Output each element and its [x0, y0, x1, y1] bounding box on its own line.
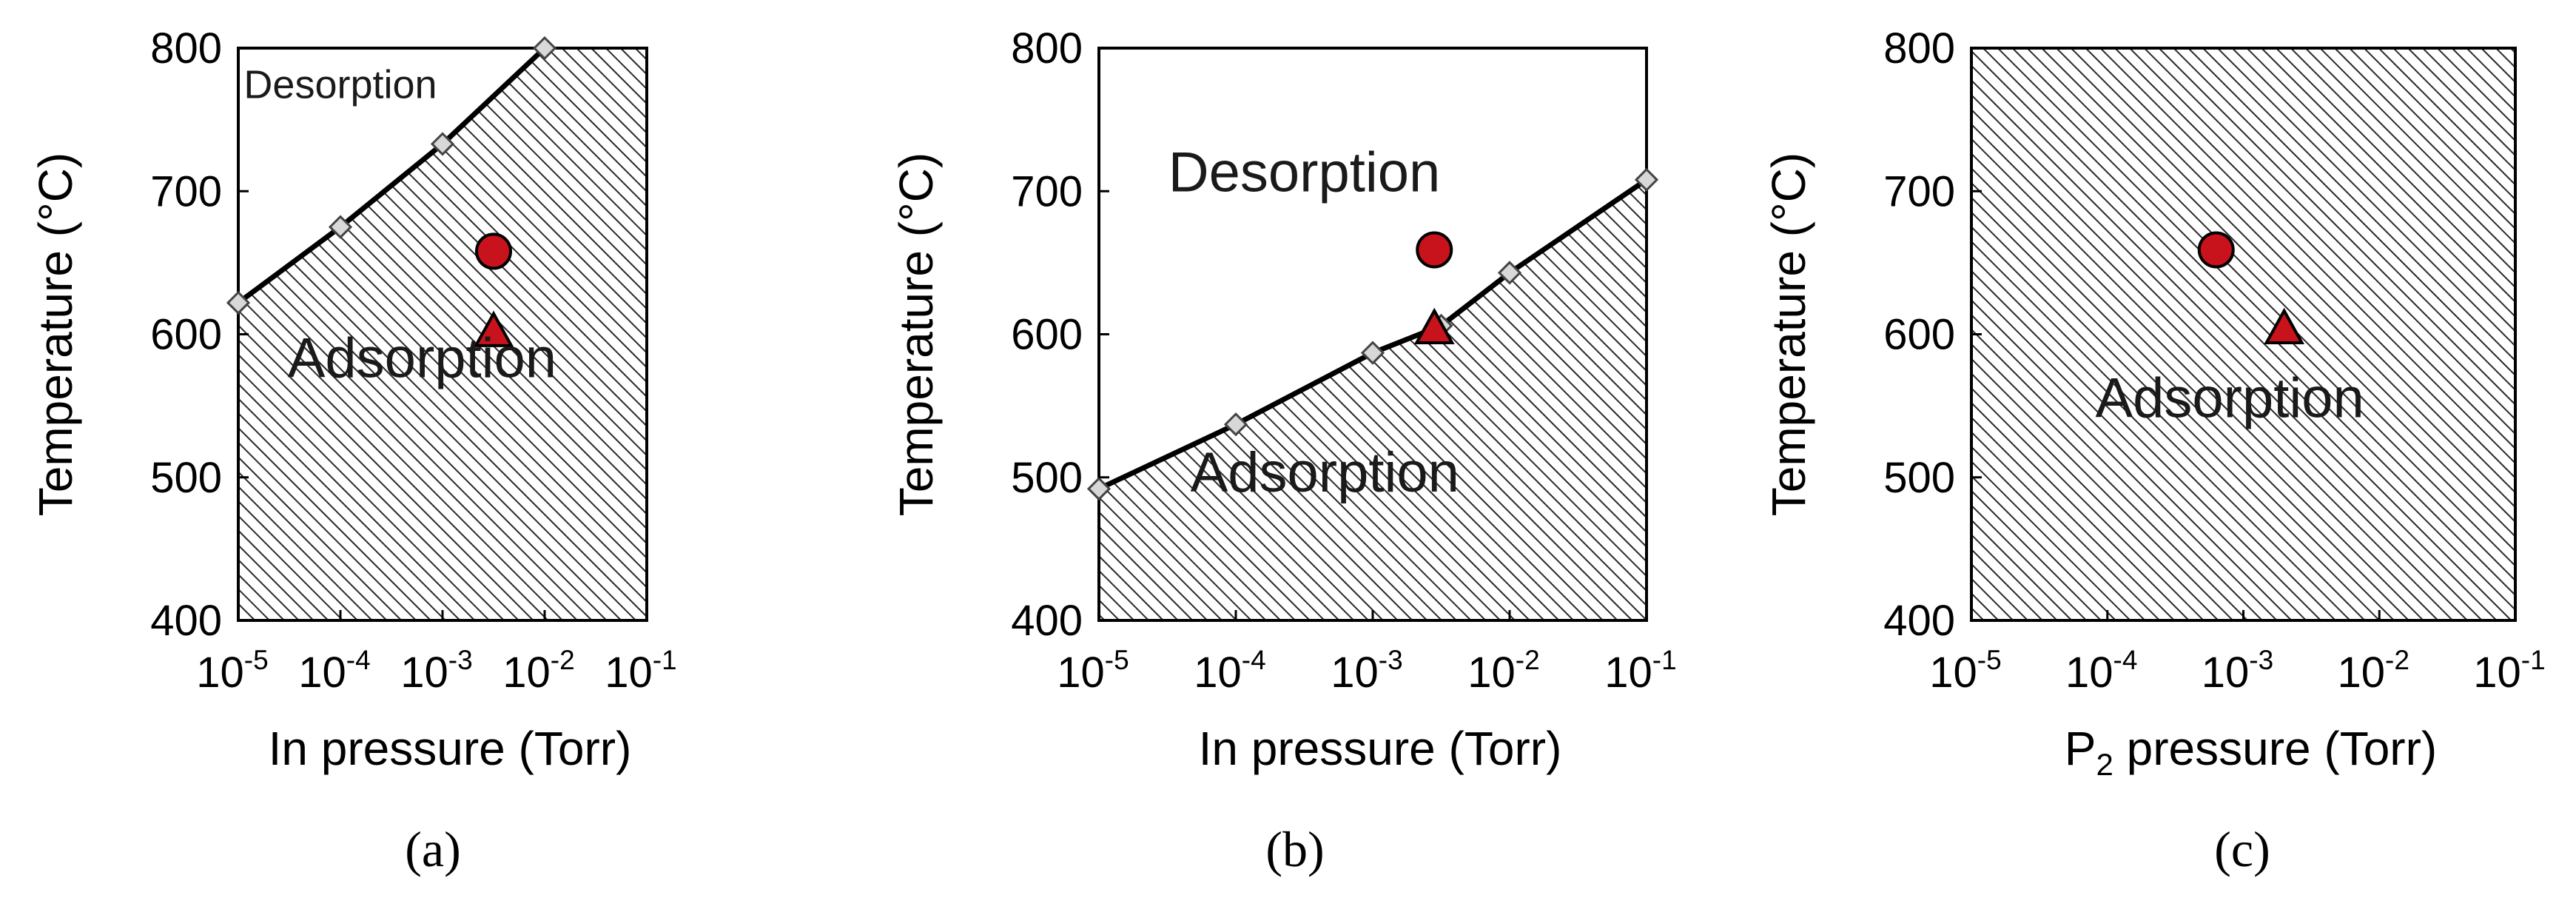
boundary-point [430, 132, 455, 156]
x-tick-label: 10-4 [298, 645, 370, 697]
boundary-point [532, 36, 557, 61]
panel-label: (c) [2214, 821, 2270, 877]
x-tick-label: 10-5 [1057, 645, 1129, 697]
x-tick-label: 10-5 [196, 645, 268, 697]
phase-boundary-line [1097, 177, 1648, 492]
y-axis-label: Temperature (°C) [890, 153, 943, 517]
y-tick-label: 700 [1883, 167, 1955, 215]
y-tick-label: 700 [150, 167, 222, 215]
x-axis-label: P2 pressure (Torr) [2065, 722, 2437, 782]
x-tick-label: 10-4 [2065, 645, 2137, 697]
data-point-triangle [2264, 307, 2305, 344]
adsorption-region [1971, 48, 2515, 620]
y-axis-label: Temperature (°C) [29, 153, 82, 517]
boundary-point [1086, 477, 1112, 501]
boundary-point [226, 290, 251, 315]
y-tick-label: 600 [1883, 311, 1955, 359]
y-tick-label: 600 [150, 311, 222, 359]
y-tick-label: 600 [1011, 311, 1083, 359]
adsorption-region [1099, 179, 1647, 621]
region-label-adsorption: Adsorption [288, 326, 556, 389]
y-tick-label: 500 [1883, 454, 1955, 502]
x-tick-label: 10-5 [1929, 645, 2001, 697]
boundary-point [1634, 167, 1659, 192]
y-tick-label: 400 [150, 597, 222, 645]
y-tick-label: 500 [150, 454, 222, 502]
y-tick-label: 500 [1011, 454, 1083, 502]
region-label-desorption: Desorption [243, 63, 437, 107]
x-tick-label: 10-2 [502, 645, 574, 697]
y-tick-label: 700 [1011, 167, 1083, 215]
data-point-circle [2197, 231, 2235, 269]
y-tick-label: 400 [1883, 597, 1955, 645]
x-tick-label: 10-4 [1194, 645, 1265, 697]
x-tick-label: 10-2 [2338, 645, 2409, 697]
x-tick-label: 10-3 [1331, 645, 1402, 697]
boundary-point [1360, 341, 1385, 365]
x-tick-label: 10-1 [2473, 645, 2545, 697]
y-axis-label: Temperature (°C) [1762, 153, 1815, 517]
region-label-adsorption: Adsorption [1191, 441, 1459, 504]
y-tick-label: 800 [150, 24, 222, 73]
x-tick-label: 10-3 [2202, 645, 2273, 697]
y-tick-label: 400 [1011, 597, 1083, 645]
phase-boundary-line [236, 46, 547, 305]
region-label-adsorption: Adsorption [2095, 367, 2364, 430]
data-point-triangle [473, 310, 514, 347]
x-tick-label: 10-3 [400, 645, 472, 697]
boundary-point [1497, 261, 1522, 285]
x-tick-label: 10-1 [1604, 645, 1676, 697]
y-tick-label: 800 [1011, 24, 1083, 73]
data-point-circle [1416, 231, 1453, 269]
x-axis-label: In pressure (Torr) [1199, 722, 1562, 775]
region-label-desorption: Desorption [1168, 141, 1441, 204]
data-point-triangle [1413, 307, 1455, 344]
boundary-point [328, 215, 353, 239]
data-point-circle [475, 232, 512, 270]
y-tick-label: 800 [1883, 24, 1955, 73]
boundary-point [1223, 412, 1248, 437]
adsorption-region [238, 48, 647, 620]
x-axis-label: In pressure (Torr) [269, 722, 632, 775]
x-tick-label: 10-1 [605, 645, 676, 697]
x-tick-label: 10-2 [1467, 645, 1539, 697]
panel-label: (b) [1265, 821, 1324, 877]
panel-label: (a) [405, 821, 460, 877]
